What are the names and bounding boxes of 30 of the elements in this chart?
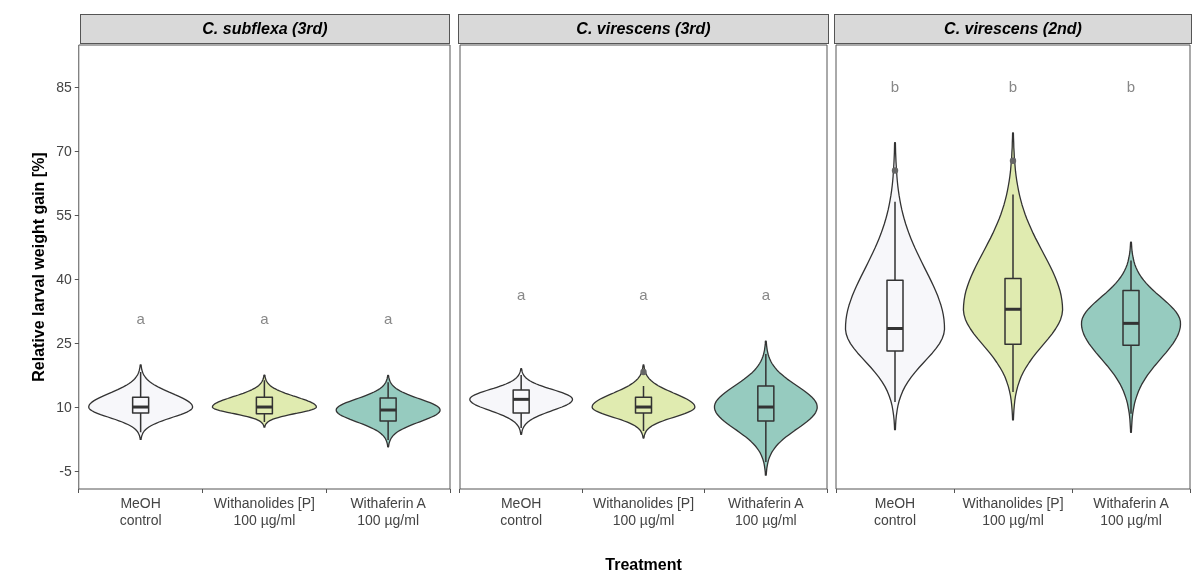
- x-tick-label: Withaferin A 100 µg/ml: [728, 495, 805, 529]
- annotation: a: [516, 286, 526, 304]
- x-tick-label: Withaferin A 100 µg/ml: [1093, 495, 1170, 529]
- x-tick-label: MeOH control: [119, 495, 162, 529]
- y-axis-title: Relative larval weight gain [%]: [30, 152, 48, 382]
- y-tick-label: 55: [56, 206, 72, 223]
- y-tick-label: 40: [56, 270, 72, 287]
- x-tick-label: Withanolides [P] 100 µg/ml: [962, 495, 1064, 529]
- annotation: a: [639, 286, 649, 304]
- annotation: b: [1008, 78, 1018, 96]
- y-tick-label: 25: [56, 334, 72, 351]
- x-axis-title: Treatment: [604, 556, 683, 574]
- y-tick-label: 10: [56, 398, 72, 415]
- x-tick-label: Withanolides [P] 100 µg/ml: [213, 495, 315, 529]
- chart-title: C. subflexa (3rd): [80, 14, 450, 44]
- chart-title: C. virescens (3rd): [458, 14, 829, 44]
- x-tick-label: MeOH control: [500, 495, 543, 529]
- y-tick-label: 85: [56, 78, 72, 95]
- annotation: a: [761, 286, 771, 304]
- annotation: b: [1126, 78, 1136, 96]
- y-tick-label: 70: [56, 142, 72, 159]
- annotation: b: [890, 78, 900, 96]
- x-tick-label: Withanolides [P] 100 µg/ml: [592, 495, 695, 529]
- annotation: a: [260, 309, 270, 327]
- x-tick-label: Withaferin A 100 µg/ml: [350, 495, 427, 529]
- y-tick-label: -5: [59, 462, 72, 479]
- annotation: a: [383, 309, 393, 327]
- chart-title: C. virescens (2nd): [834, 14, 1192, 44]
- annotation: a: [136, 309, 146, 327]
- x-tick-label: MeOH control: [873, 495, 917, 529]
